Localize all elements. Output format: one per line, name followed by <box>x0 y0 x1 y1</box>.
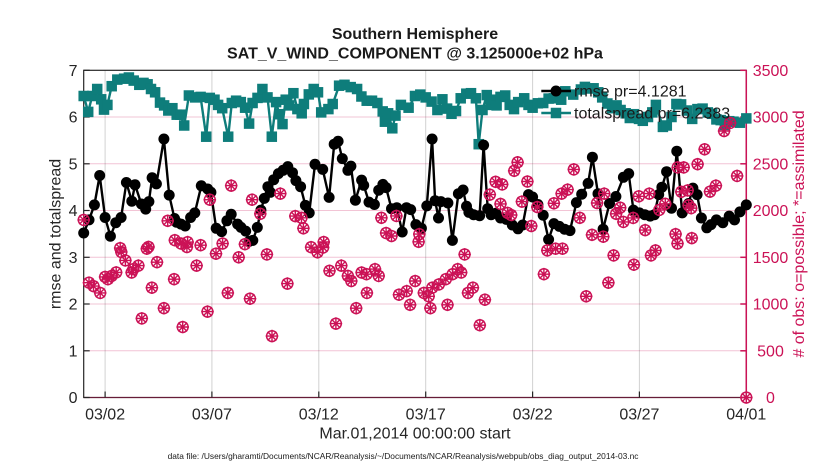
svg-text:1: 1 <box>69 344 78 361</box>
svg-text:03/07: 03/07 <box>192 407 232 424</box>
svg-text:data file: /Users/gharamti/Doc: data file: /Users/gharamti/Documents/NCA… <box>168 451 639 461</box>
svg-text:2500: 2500 <box>753 157 789 174</box>
svg-text:04/01: 04/01 <box>726 407 766 424</box>
svg-text:500: 500 <box>757 344 784 361</box>
svg-text:7: 7 <box>69 63 78 80</box>
svg-text:1000: 1000 <box>753 297 789 314</box>
svg-text:03/12: 03/12 <box>299 407 339 424</box>
svg-text:SAT_V_WIND_COMPONENT @ 3.12500: SAT_V_WIND_COMPONENT @ 3.125000e+02 hPa <box>227 46 603 63</box>
svg-text:3: 3 <box>69 250 78 267</box>
svg-text:totalspread pr=6.2383: totalspread pr=6.2383 <box>574 105 730 122</box>
svg-text:03/27: 03/27 <box>619 407 659 424</box>
svg-text:3500: 3500 <box>753 63 789 80</box>
svg-text:Mar.01,2014 00:00:00 start: Mar.01,2014 00:00:00 start <box>319 426 511 443</box>
svg-text:6: 6 <box>69 110 78 127</box>
svg-text:4: 4 <box>69 203 78 220</box>
svg-text:0: 0 <box>69 390 78 407</box>
svg-text:rmse and totalspread: rmse and totalspread <box>48 159 65 309</box>
svg-text:# of obs: o=possible; *=assimi: # of obs: o=possible; *=assimilated <box>791 110 808 357</box>
svg-text:5: 5 <box>69 157 78 174</box>
svg-text:1500: 1500 <box>753 250 789 267</box>
svg-text:03/17: 03/17 <box>406 407 446 424</box>
svg-text:Southern Hemisphere: Southern Hemisphere <box>332 26 498 43</box>
svg-text:03/02: 03/02 <box>85 407 125 424</box>
svg-text:3000: 3000 <box>753 110 789 127</box>
svg-text:2: 2 <box>69 297 78 314</box>
svg-text:rmse pr=4.1281: rmse pr=4.1281 <box>574 83 687 100</box>
svg-text:03/22: 03/22 <box>513 407 553 424</box>
svg-text:0: 0 <box>766 390 775 407</box>
svg-text:2000: 2000 <box>753 203 789 220</box>
